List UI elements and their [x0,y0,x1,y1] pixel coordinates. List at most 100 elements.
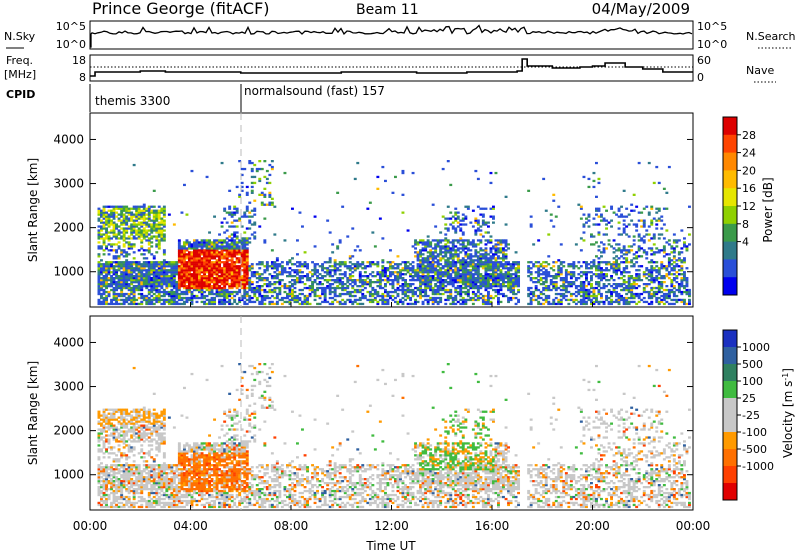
power-cell [165,286,169,290]
power-cell [147,277,151,280]
power-cell [419,275,423,278]
power-cell [240,253,244,256]
power-cell [137,275,141,278]
power-cell [489,296,493,300]
power-cell [481,296,485,300]
power-cell [160,229,164,232]
power-cell [233,265,237,268]
power-cell [373,245,377,248]
power-cell [451,281,455,284]
power-cell [381,269,385,272]
power-cell [353,269,357,272]
power-cell [612,267,616,270]
power-cell [680,251,684,254]
power-cell [177,271,181,274]
power-cell [564,279,568,282]
power-cell [343,261,347,264]
power-cell [622,288,626,292]
power-cell [381,275,385,278]
power-cell [150,253,154,256]
power-cell [140,275,144,278]
power-cell [105,231,109,234]
power-cell [127,247,131,250]
power-cell [205,298,209,302]
power-cell [411,271,415,274]
power-cell [456,271,460,274]
power-cell [348,255,352,258]
power-cell [125,292,129,296]
power-cell [537,275,541,278]
power-cell [198,285,201,288]
power-cell [102,223,106,226]
power-cell [627,271,631,274]
power-cell [100,265,103,268]
power-cell [537,239,541,242]
power-cell [489,263,493,266]
power-cell [512,296,516,300]
power-cell [120,302,124,306]
power-cell [107,235,111,238]
power-cell [547,296,551,300]
power-cell [245,277,249,280]
power-cell [640,265,644,268]
power-cell [140,239,144,242]
power-cell [260,285,264,288]
power-cell [145,213,149,216]
power-cell [213,281,217,284]
power-cell [381,294,385,298]
power-cell [637,269,641,272]
cpid-label: CPID [6,88,35,101]
power-cell [384,302,387,306]
power-cell [107,231,111,234]
power-cell [401,269,405,272]
power-cell [132,271,136,274]
power-cell [479,213,483,216]
power-cell [228,292,232,296]
power-cell [147,237,151,240]
power-cell [270,294,274,298]
power-cell [157,241,161,244]
power-cell [180,302,184,306]
power-cell [441,245,445,248]
power-cell [112,298,116,302]
power-cell [107,290,111,294]
power-cell [183,285,186,288]
power-cell [250,288,254,292]
power-cell [177,261,181,264]
power-cell [162,237,166,240]
power-cell [574,290,578,294]
power-cell [210,277,214,280]
power-cell [338,241,342,244]
power-cell [298,277,302,280]
power-cell [444,243,448,246]
power-cell [180,271,184,274]
power-cell [208,271,212,274]
power-cell [288,292,292,296]
power-cell [597,261,601,264]
power-cell [399,300,402,304]
power-cell [554,285,558,288]
power-cell [177,281,181,284]
power-cell [145,265,149,268]
power-cell [657,207,661,210]
power-cell [137,277,141,280]
power-cell [409,267,413,270]
power-cell [142,213,146,216]
power-cell [464,223,468,226]
power-cell [421,259,425,262]
power-cell [617,294,621,298]
power-cell [386,269,390,272]
power-cell [436,285,440,288]
power-cell [502,239,505,242]
power-cell [451,261,455,264]
power-cell [502,275,505,278]
power-cell [414,239,418,242]
power-cell [632,265,636,268]
power-cell [487,286,490,290]
power-cell [208,292,212,296]
power-cell [132,257,136,260]
power-cell [165,275,169,278]
power-cell [542,277,546,280]
power-cell [188,245,191,248]
power-cell [489,277,493,280]
